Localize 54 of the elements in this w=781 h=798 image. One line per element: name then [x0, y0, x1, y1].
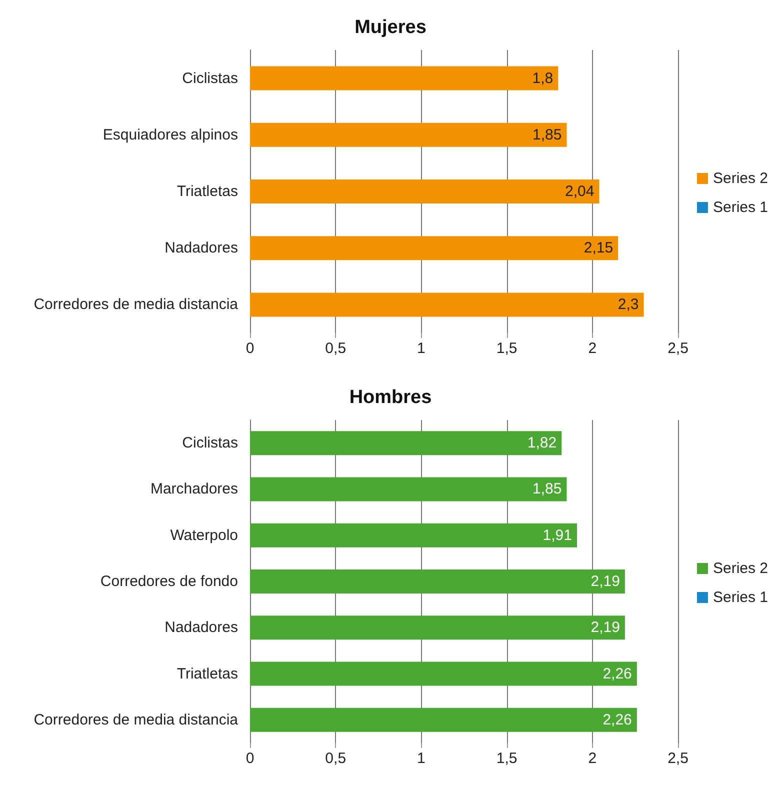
chart-title: Mujeres — [354, 17, 426, 38]
y-tick-label: Triatletas — [176, 665, 238, 682]
data-label: 1,82 — [527, 434, 557, 452]
data-label: 2,19 — [590, 573, 620, 590]
y-tick-label: Waterpolo — [170, 526, 238, 544]
y-tick-label: Ciclistas — [182, 70, 238, 87]
bar — [250, 66, 558, 90]
data-label: 2,26 — [602, 665, 632, 682]
bar — [250, 708, 637, 732]
bar — [250, 180, 600, 204]
chart-title: Hombres — [349, 387, 432, 408]
legend-label: Series 2 — [712, 560, 768, 577]
bar — [250, 523, 577, 548]
data-label: 2,19 — [590, 619, 620, 636]
x-tick-label: 0,5 — [325, 750, 346, 767]
bar — [250, 477, 567, 502]
data-label: 1,85 — [532, 126, 562, 144]
y-tick-label: Corredores de fondo — [100, 573, 238, 590]
y-tick-label: Corredores de media distancia — [34, 711, 239, 728]
bar — [250, 570, 625, 594]
bar — [250, 662, 637, 686]
x-tick-label: 1,5 — [496, 340, 518, 357]
x-tick-label: 1 — [417, 750, 426, 767]
data-label: 2,15 — [584, 240, 614, 257]
data-label: 1,85 — [532, 480, 562, 498]
x-tick-label: 0 — [246, 750, 254, 767]
x-tick-label: 2,5 — [668, 750, 688, 767]
bar — [250, 616, 625, 640]
x-tick-label: 2 — [588, 750, 597, 767]
data-label: 1,91 — [542, 526, 572, 544]
data-label: 2,26 — [602, 711, 632, 728]
y-tick-label: Esquiadores alpinos — [102, 126, 238, 144]
data-label: 2,04 — [565, 183, 594, 200]
legend-label: Series 1 — [712, 589, 768, 606]
x-tick-label: 2,5 — [668, 340, 688, 357]
data-label: 2,3 — [618, 296, 639, 314]
y-tick-label: Triatletas — [176, 183, 238, 200]
bar — [250, 292, 644, 317]
data-label: 1,8 — [532, 70, 554, 87]
bar — [250, 236, 618, 260]
bar — [250, 122, 567, 147]
legend-label: Series 2 — [712, 170, 768, 187]
y-tick-label: Nadadores — [164, 619, 238, 636]
y-tick-label: Marchadores — [150, 480, 238, 498]
bar — [250, 431, 562, 456]
legend-label: Series 1 — [712, 199, 768, 216]
y-tick-label: Nadadores — [164, 240, 238, 257]
y-tick-label: Ciclistas — [182, 434, 238, 452]
x-tick-label: 2 — [588, 340, 597, 357]
x-tick-label: 1 — [417, 340, 426, 357]
x-tick-label: 0,5 — [325, 340, 346, 357]
x-tick-label: 0 — [246, 340, 254, 357]
y-tick-label: Corredores de media distancia — [34, 296, 239, 314]
x-tick-label: 1,5 — [496, 750, 518, 767]
